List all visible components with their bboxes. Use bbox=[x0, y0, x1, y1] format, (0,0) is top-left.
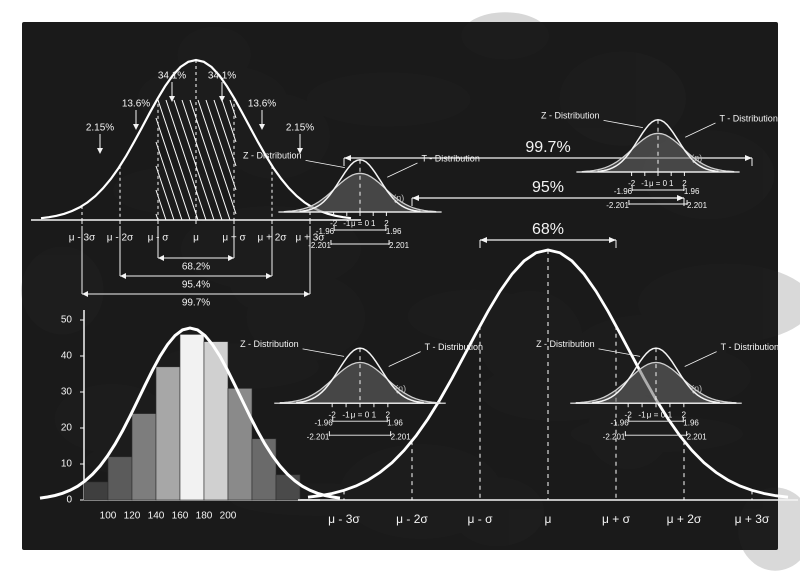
svg-text:-2.201: -2.201 bbox=[603, 432, 626, 441]
svg-text:99.7%: 99.7% bbox=[182, 298, 210, 309]
svg-text:-1: -1 bbox=[641, 179, 649, 188]
svg-text:T - Distribution: T - Distribution bbox=[719, 113, 777, 123]
svg-text:10: 10 bbox=[61, 459, 73, 470]
svg-text:μ: μ bbox=[193, 233, 199, 244]
svg-text:(n): (n) bbox=[393, 193, 404, 203]
svg-text:(n): (n) bbox=[395, 383, 406, 393]
svg-text:1.96: 1.96 bbox=[387, 418, 403, 427]
svg-text:(n): (n) bbox=[691, 383, 702, 393]
svg-text:μ + σ: μ + σ bbox=[602, 512, 631, 526]
svg-text:34.1%: 34.1% bbox=[158, 71, 186, 82]
svg-text:μ = 0: μ = 0 bbox=[351, 219, 370, 228]
svg-text:μ = 0: μ = 0 bbox=[649, 179, 668, 188]
svg-text:140: 140 bbox=[148, 511, 165, 522]
svg-text:Z - Distribution: Z - Distribution bbox=[541, 111, 600, 121]
svg-text:μ - σ: μ - σ bbox=[468, 512, 494, 526]
svg-text:1: 1 bbox=[372, 410, 377, 419]
svg-text:100: 100 bbox=[100, 511, 117, 522]
svg-text:(n): (n) bbox=[691, 153, 702, 163]
svg-text:13.6%: 13.6% bbox=[122, 99, 150, 110]
svg-text:1: 1 bbox=[669, 179, 674, 188]
svg-text:2.201: 2.201 bbox=[391, 432, 412, 441]
svg-text:2.201: 2.201 bbox=[687, 432, 708, 441]
svg-text:μ = 0: μ = 0 bbox=[351, 410, 370, 419]
svg-text:μ + 3σ: μ + 3σ bbox=[735, 512, 770, 526]
svg-text:120: 120 bbox=[124, 511, 141, 522]
normal-distribution-chalkboard: 2.15% 13.6% 34.1% 34.1% 13.6% 2.15% μ - 3σ μ - … bbox=[0, 0, 800, 572]
svg-text:T - Distribution: T - Distribution bbox=[421, 153, 479, 163]
svg-text:-1: -1 bbox=[638, 410, 646, 419]
svg-text:200: 200 bbox=[220, 511, 237, 522]
svg-text:1.96: 1.96 bbox=[683, 418, 699, 427]
svg-text:-2.201: -2.201 bbox=[606, 201, 629, 210]
svg-text:99.7%: 99.7% bbox=[525, 139, 570, 156]
svg-text:95%: 95% bbox=[532, 179, 564, 196]
svg-text:μ - 2σ: μ - 2σ bbox=[396, 512, 428, 526]
svg-text:180: 180 bbox=[196, 511, 213, 522]
svg-text:-1: -1 bbox=[343, 219, 351, 228]
svg-text:30: 30 bbox=[61, 387, 73, 398]
svg-text:2.201: 2.201 bbox=[687, 201, 708, 210]
svg-text:160: 160 bbox=[172, 511, 189, 522]
svg-text:1: 1 bbox=[371, 219, 376, 228]
svg-text:50: 50 bbox=[61, 315, 73, 326]
svg-text:95.4%: 95.4% bbox=[182, 280, 210, 291]
svg-text:T - Distribution: T - Distribution bbox=[425, 342, 483, 352]
svg-text:2.15%: 2.15% bbox=[86, 123, 114, 134]
svg-text:-1.96: -1.96 bbox=[314, 418, 333, 427]
svg-text:13.6%: 13.6% bbox=[248, 99, 276, 110]
svg-text:20: 20 bbox=[61, 423, 73, 434]
svg-text:μ - 3σ: μ - 3σ bbox=[328, 512, 360, 526]
svg-text:-2.201: -2.201 bbox=[307, 432, 330, 441]
svg-text:Z - Distribution: Z - Distribution bbox=[536, 339, 595, 349]
svg-text:2.201: 2.201 bbox=[389, 241, 410, 250]
svg-text:μ: μ bbox=[545, 512, 552, 526]
svg-text:2.15%: 2.15% bbox=[286, 123, 314, 134]
svg-text:-1: -1 bbox=[342, 410, 350, 419]
svg-text:μ = 0: μ = 0 bbox=[647, 410, 666, 419]
svg-text:Z - Distribution: Z - Distribution bbox=[240, 339, 299, 349]
svg-text:68%: 68% bbox=[532, 221, 564, 238]
svg-text:-2.201: -2.201 bbox=[308, 241, 331, 250]
svg-text:34.1%: 34.1% bbox=[208, 71, 236, 82]
svg-text:T - Distribution: T - Distribution bbox=[721, 342, 779, 352]
svg-text:40: 40 bbox=[61, 351, 73, 362]
svg-text:68.2%: 68.2% bbox=[182, 262, 210, 273]
svg-text:-1.96: -1.96 bbox=[614, 187, 633, 196]
svg-text:1: 1 bbox=[668, 410, 673, 419]
svg-text:0: 0 bbox=[66, 495, 72, 506]
svg-text:Z - Distribution: Z - Distribution bbox=[243, 151, 302, 161]
svg-text:-1.96: -1.96 bbox=[316, 227, 335, 236]
svg-text:-1.96: -1.96 bbox=[610, 418, 629, 427]
svg-text:1.96: 1.96 bbox=[684, 187, 700, 196]
svg-text:μ + 2σ: μ + 2σ bbox=[667, 512, 702, 526]
svg-text:1.96: 1.96 bbox=[386, 227, 402, 236]
